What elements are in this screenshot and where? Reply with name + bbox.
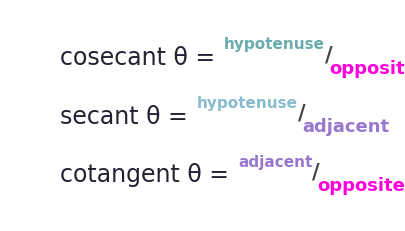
Text: opposite: opposite <box>317 177 405 195</box>
Text: cotangent θ =: cotangent θ = <box>60 163 237 187</box>
Text: cosecant θ =: cosecant θ = <box>60 46 223 70</box>
Text: opposite: opposite <box>330 60 405 78</box>
Text: /: / <box>313 163 320 183</box>
Text: /: / <box>298 104 305 124</box>
Text: hypotenuse: hypotenuse <box>197 96 298 111</box>
Text: adjacent: adjacent <box>303 118 390 136</box>
Text: secant θ =: secant θ = <box>60 105 195 129</box>
Text: /: / <box>325 45 333 65</box>
Text: adjacent: adjacent <box>238 155 313 170</box>
Text: hypotenuse: hypotenuse <box>224 37 325 52</box>
